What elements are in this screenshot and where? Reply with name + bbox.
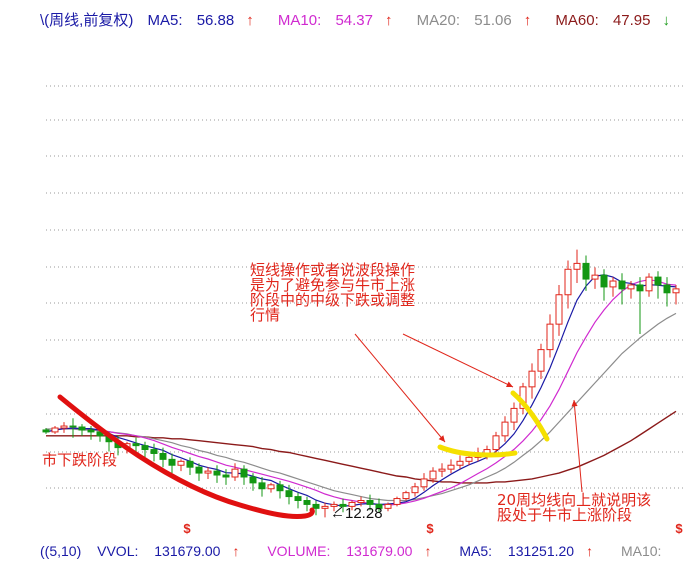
vvol-readout: VVOL: 131679.00 ↑ — [97, 543, 240, 559]
arrow-to-consolidation-head — [438, 435, 445, 442]
candle-body — [204, 470, 212, 474]
candle-body — [285, 490, 293, 498]
candle-body — [456, 460, 464, 466]
volume-readout: VOLUME: 131679.00 ↑ — [267, 543, 432, 559]
ma60-readout: MA60: 47.95 ↓ — [555, 12, 670, 29]
candle-body — [465, 456, 473, 462]
arrow-to-ma20-head — [571, 400, 578, 407]
candle-body — [51, 427, 59, 433]
candle-body — [627, 284, 635, 290]
candle-body — [303, 500, 311, 505]
candle-body — [267, 484, 275, 490]
candle-body — [168, 458, 176, 466]
candle-body — [447, 464, 455, 470]
candle-body — [213, 470, 221, 476]
candle-body — [600, 274, 608, 288]
candle-body — [582, 262, 590, 280]
candle-body — [60, 425, 68, 429]
candle-body — [672, 288, 680, 294]
arrow-to-consolidation — [354, 333, 446, 443]
ma60-line — [46, 410, 677, 484]
candle-body — [159, 452, 167, 460]
candle-body — [429, 470, 437, 480]
candle-body — [384, 503, 392, 509]
candle-body — [78, 426, 86, 431]
volume-footer: ((5,10) VVOL: 131679.00 ↑ VOLUME: 131679.… — [40, 541, 685, 561]
event-marker: $ — [675, 521, 683, 536]
candle-body — [546, 323, 554, 351]
bear-trend-stroke — [57, 394, 315, 519]
candle-body — [141, 445, 149, 451]
candle-body — [528, 370, 536, 388]
candle-body — [663, 284, 671, 294]
candle-body — [501, 421, 509, 437]
candle-body — [357, 500, 365, 503]
candle-body — [276, 484, 284, 492]
ma20-up-note: 20周均线向上就说明该 股处于牛市上涨阶段 — [497, 491, 652, 524]
bear-phase-note: 市下跌阶段 — [42, 451, 118, 469]
candle-body — [87, 429, 95, 433]
arrow-to-breakout — [402, 333, 514, 388]
candle-body — [231, 468, 239, 478]
volume-indicator-label: ((5,10) — [40, 543, 82, 559]
consolidation-highlight — [437, 444, 518, 458]
candle-body — [339, 503, 347, 507]
candle-body — [510, 407, 518, 423]
arrow-to-breakout-head — [506, 381, 513, 388]
event-marker: $ — [426, 521, 434, 536]
candle-body — [654, 276, 662, 286]
candle-body — [330, 503, 338, 507]
ma5-readout: MA5: 56.88 ↑ — [147, 12, 254, 29]
chart-header: \(周线,前复权) MA5: 56.88 ↑ MA10: 54.37 ↑ MA20:… — [40, 9, 685, 33]
candle-body — [555, 294, 563, 325]
candle-body — [438, 468, 446, 472]
candle-body — [636, 284, 644, 292]
candle-body — [69, 425, 77, 428]
candle-body — [177, 460, 185, 466]
candle-body — [312, 503, 320, 509]
volume-ma5-readout: MA5: 131251.20 ↑ — [459, 543, 594, 559]
candle-body — [150, 449, 158, 454]
candle-body — [258, 482, 266, 490]
candle-body — [321, 505, 329, 509]
candle-body — [645, 276, 653, 292]
period-label: \(周线,前复权) — [40, 12, 134, 29]
ma10-readout: MA10: 54.37 ↑ — [277, 12, 393, 29]
candle-body — [393, 498, 401, 505]
candle-body — [411, 486, 419, 494]
candle-body — [402, 492, 410, 500]
candle-body — [564, 268, 572, 296]
candle-body — [222, 474, 230, 478]
low-price-marker — [334, 506, 343, 514]
low-price-label: ←12.28 — [330, 505, 383, 522]
candle-body — [609, 280, 617, 288]
candle-body — [195, 466, 203, 474]
volume-ma10-readout: MA10: — [620, 543, 662, 559]
candle-body — [375, 503, 383, 509]
candle-body — [249, 476, 257, 484]
candle-body — [42, 429, 50, 433]
candle-body — [537, 349, 545, 372]
short-term-note: 短线操作或者说波段操作 是为了避免参与牛市上涨 阶段中的中级下跌或调整 行情 — [250, 261, 416, 324]
candle-body — [492, 435, 500, 451]
candle-body — [186, 460, 194, 468]
candle-body — [366, 500, 374, 505]
candle-body — [132, 443, 140, 447]
candle-body — [573, 262, 581, 270]
arrow-to-ma20 — [573, 399, 583, 493]
breakout-highlight — [510, 390, 550, 442]
candle-body — [294, 496, 302, 502]
ma20-readout: MA20: 51.06 ↑ — [416, 12, 532, 29]
candle-body — [591, 274, 599, 280]
candle-body — [618, 280, 626, 290]
candle-body — [420, 478, 428, 488]
candle-body — [240, 468, 248, 478]
candle-body — [348, 501, 356, 507]
event-marker: $ — [183, 521, 191, 536]
